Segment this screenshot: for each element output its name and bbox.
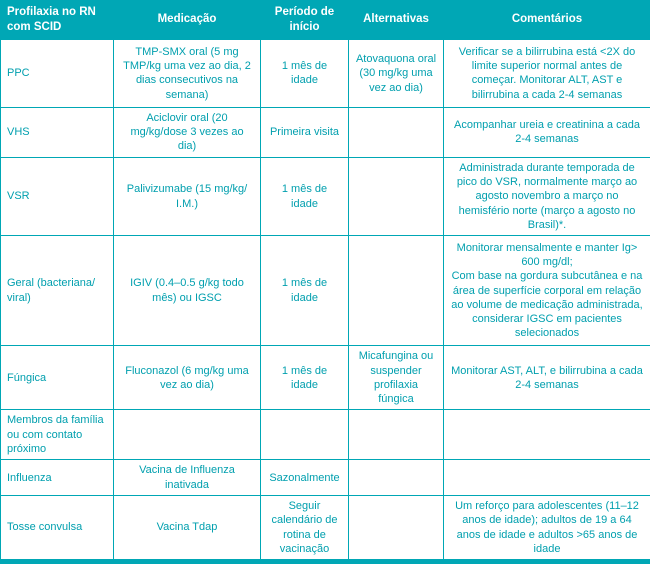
- cell-profilaxia: VHS: [1, 107, 114, 157]
- cell-alternativas: [349, 460, 444, 496]
- cell-alternativas: [349, 157, 444, 235]
- cell-medicacao: Fluconazol (6 mg/kg uma vez ao dia): [114, 346, 261, 410]
- cell-periodo: Seguir calendário de rotina de vacinação: [261, 496, 349, 562]
- cell-comentarios: Acompanhar ureia e creatinina a cada 2-4…: [444, 107, 650, 157]
- table-row-ppc: PPC TMP-SMX oral (5 mg TMP/kg uma vez ao…: [1, 39, 650, 107]
- header-cell-alternativas: Alternativas: [349, 1, 444, 40]
- cell-alternativas: [349, 410, 444, 460]
- table-row-influenza: Influenza Vacina de Influenza inativada …: [1, 460, 650, 496]
- table-row-membros: Membros da família ou com contato próxim…: [1, 410, 650, 460]
- cell-profilaxia: Membros da família ou com contato próxim…: [1, 410, 114, 460]
- cell-alternativas: Atovaquona oral (30 mg/kg uma vez ao dia…: [349, 39, 444, 107]
- cell-medicacao: TMP-SMX oral (5 mg TMP/kg uma vez ao dia…: [114, 39, 261, 107]
- cell-periodo: Primeira visita: [261, 107, 349, 157]
- cell-periodo: 1 mês de idade: [261, 346, 349, 410]
- cell-comentarios: [444, 460, 650, 496]
- cell-periodo: Sazonalmente: [261, 460, 349, 496]
- cell-alternativas: [349, 496, 444, 562]
- cell-periodo: 1 mês de idade: [261, 236, 349, 346]
- header-cell-medicacao: Medicação: [114, 1, 261, 40]
- table-row-vhs: VHS Aciclovir oral (20 mg/kg/dose 3 veze…: [1, 107, 650, 157]
- header-cell-comentarios: Comentários: [444, 1, 650, 40]
- cell-profilaxia: Geral (bacteriana/ viral): [1, 236, 114, 346]
- cell-periodo: [261, 410, 349, 460]
- table-row-vsr: VSR Palivizumabe (15 mg/kg/ I.M.) 1 mês …: [1, 157, 650, 235]
- cell-medicacao: [114, 410, 261, 460]
- cell-profilaxia: Fúngica: [1, 346, 114, 410]
- cell-medicacao: Vacina Tdap: [114, 496, 261, 562]
- cell-medicacao: IGIV (0.4–0.5 g/kg todo mês) ou IGSC: [114, 236, 261, 346]
- table-row-geral: Geral (bacteriana/ viral) IGIV (0.4–0.5 …: [1, 236, 650, 346]
- cell-alternativas: [349, 236, 444, 346]
- cell-comentarios: Monitorar AST, ALT, e bilirrubina a cada…: [444, 346, 650, 410]
- cell-profilaxia: Influenza: [1, 460, 114, 496]
- cell-medicacao: Aciclovir oral (20 mg/kg/dose 3 vezes ao…: [114, 107, 261, 157]
- cell-comentarios: Verificar se a bilirrubina está <2X do l…: [444, 39, 650, 107]
- header-cell-profilaxia: Profilaxia no RN com SCID: [1, 1, 114, 40]
- cell-alternativas: [349, 107, 444, 157]
- cell-profilaxia: PPC: [1, 39, 114, 107]
- cell-comentarios: Monitorar mensalmente e manter Ig> 600 m…: [444, 236, 650, 346]
- cell-profilaxia: Tosse convulsa: [1, 496, 114, 562]
- cell-alternativas: Micafungina ou suspender profilaxia fúng…: [349, 346, 444, 410]
- cell-comentarios: Um reforço para adolescentes (11–12 anos…: [444, 496, 650, 562]
- cell-periodo: 1 mês de idade: [261, 157, 349, 235]
- cell-comentarios: [444, 410, 650, 460]
- cell-comentarios: Administrada durante temporada de pico d…: [444, 157, 650, 235]
- table-row-fungica: Fúngica Fluconazol (6 mg/kg uma vez ao d…: [1, 346, 650, 410]
- table-row-tosse: Tosse convulsa Vacina Tdap Seguir calend…: [1, 496, 650, 562]
- table-header-row: Profilaxia no RN com SCID Medicação Perí…: [1, 1, 650, 40]
- cell-medicacao: Palivizumabe (15 mg/kg/ I.M.): [114, 157, 261, 235]
- header-cell-periodo: Período de início: [261, 1, 349, 40]
- cell-profilaxia: VSR: [1, 157, 114, 235]
- cell-periodo: 1 mês de idade: [261, 39, 349, 107]
- cell-medicacao: Vacina de Influenza inativada: [114, 460, 261, 496]
